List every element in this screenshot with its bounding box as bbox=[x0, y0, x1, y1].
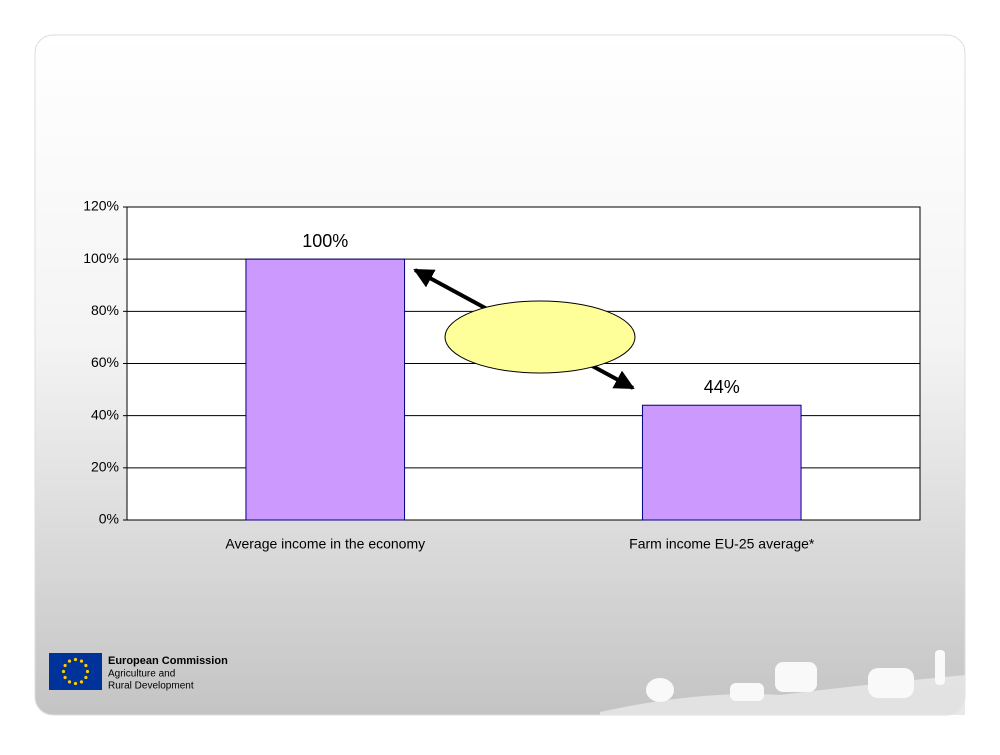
x-tick-label: Average income in the economy bbox=[225, 536, 425, 552]
organization: European Commission bbox=[108, 655, 228, 667]
y-tick-label: 0% bbox=[99, 511, 119, 527]
star bbox=[85, 669, 90, 674]
y-tick-label: 60% bbox=[91, 354, 119, 370]
star bbox=[84, 663, 88, 668]
star bbox=[63, 663, 67, 668]
y-tick-label: 100% bbox=[83, 250, 119, 266]
department: Agriculture and bbox=[108, 669, 175, 680]
animal-silhouettes bbox=[600, 650, 965, 715]
star bbox=[67, 680, 72, 684]
data-label: 100% bbox=[302, 231, 348, 251]
y-tick-label: 120% bbox=[83, 198, 119, 214]
star bbox=[63, 675, 67, 680]
y-tick-label: 20% bbox=[91, 459, 119, 475]
chart: 0% 20% 40% 60% 80% 100% 120% Average income in … bbox=[83, 198, 920, 552]
bar bbox=[245, 258, 406, 521]
y-tick-label: 40% bbox=[91, 406, 119, 422]
department: Rural Development bbox=[108, 681, 194, 692]
callout-ellipse bbox=[444, 300, 636, 374]
star bbox=[79, 659, 84, 663]
annotation bbox=[413, 268, 636, 390]
star bbox=[67, 659, 72, 663]
star bbox=[73, 657, 78, 662]
data-label: 44% bbox=[704, 377, 740, 397]
star bbox=[73, 681, 78, 686]
star bbox=[61, 669, 66, 674]
logo: European Commission Agriculture and Rura… bbox=[49, 653, 228, 692]
star bbox=[84, 675, 88, 680]
star bbox=[79, 680, 84, 684]
y-tick-label: 80% bbox=[91, 302, 119, 318]
x-tick-label: Farm income EU-25 average* bbox=[629, 536, 815, 552]
bar bbox=[641, 404, 802, 521]
